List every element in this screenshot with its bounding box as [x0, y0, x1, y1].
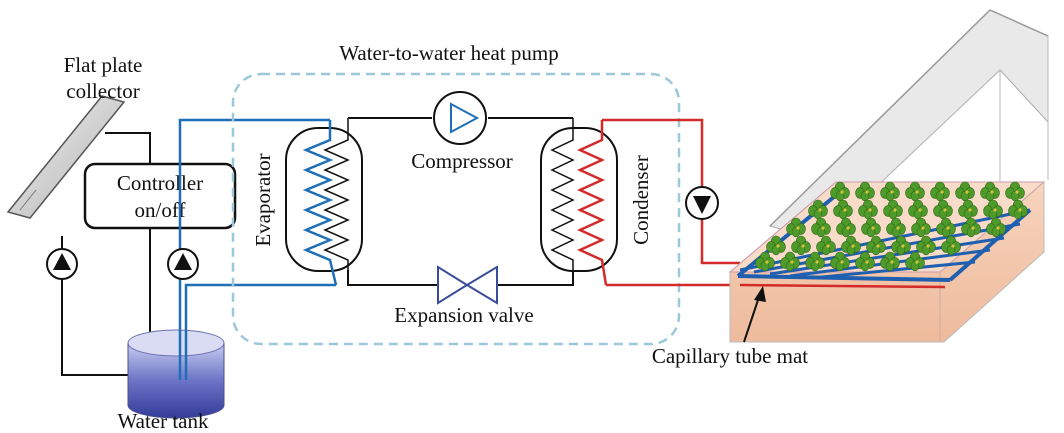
plant	[791, 235, 811, 256]
condenser	[540, 118, 618, 286]
water-tank-label: Water tank	[117, 409, 209, 433]
plant	[916, 235, 936, 256]
controller-label-line1: Controller	[117, 171, 203, 195]
condenser-label: Condenser	[629, 155, 653, 245]
plant	[805, 251, 825, 272]
plant	[980, 181, 1000, 202]
water-tank	[127, 329, 225, 419]
plant	[936, 217, 956, 238]
plant	[836, 217, 856, 238]
pump-icon	[685, 186, 719, 220]
evaporator-label: Evaporator	[251, 153, 275, 246]
plant	[880, 251, 900, 272]
compressor-icon	[433, 91, 487, 145]
plant	[841, 235, 861, 256]
plant	[861, 217, 881, 238]
plant	[891, 235, 911, 256]
plant	[830, 251, 850, 272]
plant	[780, 251, 800, 272]
plant	[858, 199, 878, 220]
plant	[755, 251, 775, 272]
plant	[958, 199, 978, 220]
plant	[866, 235, 886, 256]
plant	[786, 217, 806, 238]
plant	[986, 217, 1006, 238]
plant	[930, 181, 950, 202]
heat-pump-boundary	[231, 72, 681, 346]
plant	[880, 181, 900, 202]
hot-loop	[602, 118, 740, 287]
greenhouse-icon	[728, 9, 1049, 343]
plant	[983, 199, 1003, 220]
plant	[905, 251, 925, 272]
plant	[1008, 199, 1028, 220]
plant	[961, 217, 981, 238]
controller-label-line2: on/off	[135, 198, 186, 222]
plant	[911, 217, 931, 238]
plant	[941, 235, 961, 256]
pump-icon	[46, 248, 78, 280]
plant	[811, 217, 831, 238]
plant	[833, 199, 853, 220]
collector-label-line2: collector	[66, 79, 139, 103]
pointer-arrow	[743, 286, 766, 343]
controller-box	[83, 162, 237, 230]
collector-label-line1: Flat plate	[64, 53, 143, 77]
plant	[905, 181, 925, 202]
pump-icon	[167, 248, 199, 280]
plant	[886, 217, 906, 238]
evaporator	[285, 118, 363, 286]
expansion-valve-label: Expansion valve	[394, 303, 533, 327]
compressor-label: Compressor	[411, 149, 513, 173]
flat-plate-collector	[6, 95, 126, 219]
heat-pump-title: Water-to-water heat pump	[339, 41, 558, 65]
valve-icon	[437, 265, 498, 305]
hot-loop-return	[739, 283, 946, 289]
plant	[816, 235, 836, 256]
plant	[766, 235, 786, 256]
plant	[855, 181, 875, 202]
plant	[808, 199, 828, 220]
plant	[1005, 181, 1025, 202]
capillary-tube-mat-label: Capillary tube mat	[652, 344, 808, 368]
refrigerant-loop	[347, 117, 574, 286]
plants	[755, 181, 1028, 272]
plant	[855, 251, 875, 272]
